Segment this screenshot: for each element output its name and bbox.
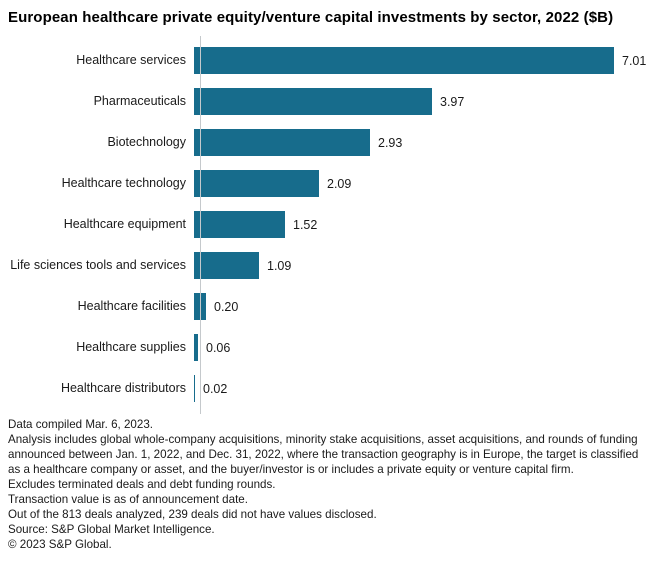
footnote-line: Out of the 813 deals analyzed, 239 deals… — [8, 507, 377, 521]
bar-row: Healthcare facilities 0.20 — [8, 286, 652, 327]
category-label: Healthcare facilities — [77, 298, 186, 313]
bar — [194, 129, 370, 157]
footnote-line: Source: S&P Global Market Intelligence. — [8, 522, 215, 536]
bar-row: Healthcare distributors 0.02 — [8, 368, 652, 409]
footnote-line: Excludes terminated deals and debt fundi… — [8, 477, 276, 491]
footnote-line: © 2023 S&P Global. — [8, 537, 112, 551]
value-label: 1.52 — [293, 217, 318, 232]
bar-area: 0.20 — [193, 286, 652, 327]
category-label: Healthcare equipment — [63, 216, 186, 231]
category-label: Biotechnology — [107, 134, 186, 149]
footnote-line: Analysis includes global whole-company a… — [8, 433, 639, 476]
footnote-line: Transaction value is as of announcement … — [8, 492, 248, 506]
chart-title: European healthcare private equity/ventu… — [8, 9, 614, 26]
bar-row: Pharmaceuticals 3.97 — [8, 81, 652, 122]
bar-row: Healthcare supplies 0.06 — [8, 327, 652, 368]
value-label: 0.20 — [214, 299, 239, 314]
bar-row: Healthcare technology 2.09 — [8, 163, 652, 204]
bar-row: Life sciences tools and services 1.09 — [8, 245, 652, 286]
bar-area: 7.01 — [193, 40, 652, 81]
bar — [194, 334, 198, 362]
y-axis-line — [200, 36, 201, 415]
bar-row: Biotechnology 2.93 — [8, 122, 652, 163]
value-label: 0.06 — [206, 340, 231, 355]
bar-area: 3.97 — [193, 81, 652, 122]
value-label: 2.93 — [378, 135, 403, 150]
bar-area: 1.09 — [193, 245, 652, 286]
footnote-line: Data compiled Mar. 6, 2023. — [8, 418, 154, 432]
value-label: 3.97 — [440, 94, 465, 109]
category-label: Healthcare technology — [61, 175, 186, 190]
bar — [194, 47, 614, 75]
category-label: Pharmaceuticals — [93, 93, 186, 108]
bar-area: 2.93 — [193, 122, 652, 163]
bar — [194, 211, 285, 239]
category-label: Healthcare distributors — [60, 380, 186, 395]
footnotes: Data compiled Mar. 6, 2023. Analysis incl… — [8, 418, 652, 553]
bar — [194, 375, 195, 403]
bar-area: 0.06 — [193, 327, 652, 368]
bar — [194, 252, 259, 280]
bar-area: 0.02 — [193, 368, 652, 409]
value-label: 1.09 — [267, 258, 292, 273]
value-label: 7.01 — [622, 53, 647, 68]
bar-rows: Healthcare services 7.01 Pharmaceuticals 3.… — [8, 36, 652, 415]
bar — [194, 88, 432, 116]
bar-row: Healthcare services 7.01 — [8, 40, 652, 81]
value-label: 0.02 — [203, 381, 228, 396]
category-label: Healthcare supplies — [76, 339, 186, 354]
category-label: Life sciences tools and services — [10, 257, 186, 272]
bar-chart: Healthcare services 7.01 Pharmaceuticals 3.… — [8, 36, 652, 415]
bar-area: 1.52 — [193, 204, 652, 245]
value-label: 2.09 — [327, 176, 352, 191]
bar-area: 2.09 — [193, 163, 652, 204]
bar — [194, 170, 319, 198]
bar-row: Healthcare equipment 1.52 — [8, 204, 652, 245]
category-label: Healthcare services — [76, 52, 186, 67]
